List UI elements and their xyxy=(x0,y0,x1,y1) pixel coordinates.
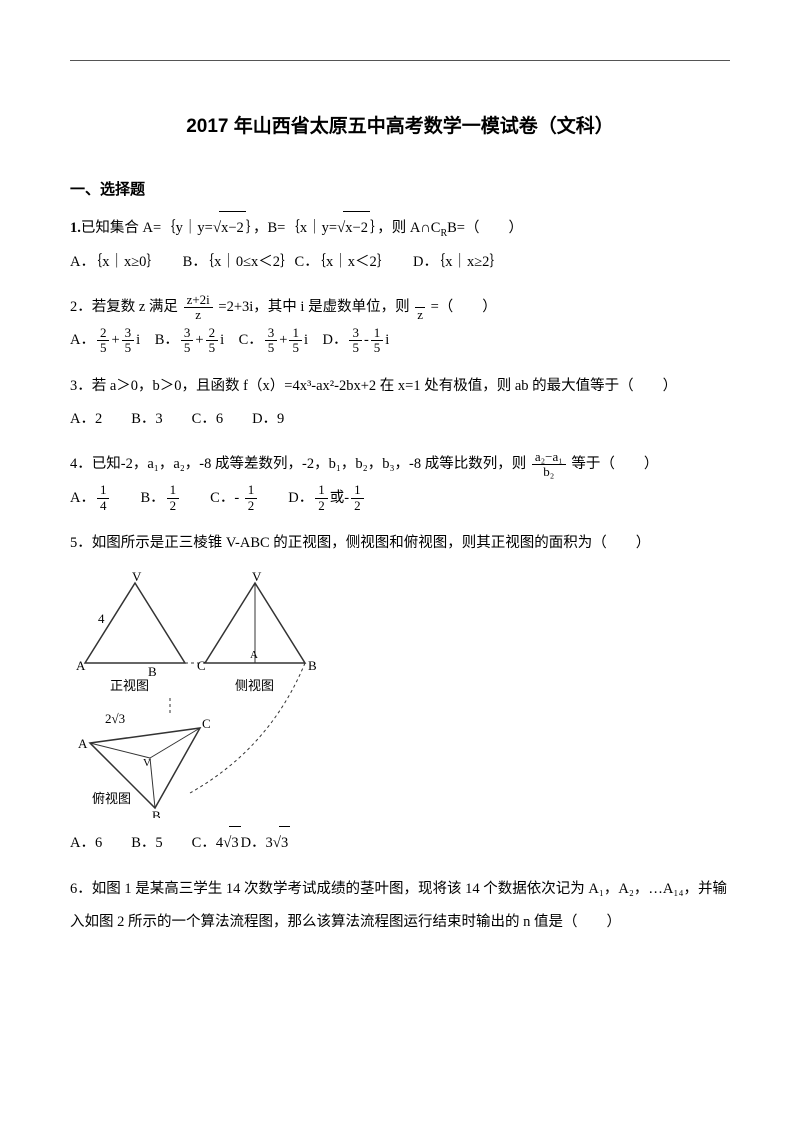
f: 2 xyxy=(167,499,180,513)
q1-text-c: ｝，则 A∩C xyxy=(370,220,441,236)
q1-num: 1. xyxy=(70,220,81,236)
exam-title: 2017 年山西省太原五中高考数学一模试卷（文科） xyxy=(70,111,730,138)
f: 1 xyxy=(351,483,364,498)
question-1: 1.已知集合 A=｛y｜y=√x−2｝，B=｛x｜y=√x−2｝，则 A∩CRB… xyxy=(70,211,730,279)
question-2: 2．若复数 z 满足 z+2iz =2+3i，其中 i 是虚数单位，则 z =（… xyxy=(70,291,730,358)
f: 3 xyxy=(349,326,362,341)
lbl-cc: C xyxy=(202,716,211,731)
q5-rd: 3 xyxy=(279,826,290,860)
q4-fb: b₂ xyxy=(532,465,566,479)
f: 5 xyxy=(97,341,110,355)
q5-num: 5． xyxy=(70,535,92,551)
exam-page: 2017 年山西省太原五中高考数学一模试卷（文科） 一、选择题 1.已知集合 A… xyxy=(0,0,800,991)
f: 5 xyxy=(289,341,302,355)
question-3: 3．若 a＞0，b＞0，且函数 f（x）=4x³-ax²-2bx+2 在 x=1… xyxy=(70,370,730,437)
q5-optB: D．3 xyxy=(241,835,273,851)
q4-num: 4． xyxy=(70,456,92,472)
q2-bar: z xyxy=(415,293,425,323)
three-view-diagram: V A B 4 正视图 V C B A 侧视图 xyxy=(70,568,350,818)
question-5: 5．如图所示是正三棱锥 V-ABC 的正视图，侧视图和俯视图，则其正视图的面积为… xyxy=(70,527,730,861)
q5-options: A．6 B．5 C．4√3D．3√3 xyxy=(70,826,730,861)
lbl-ac: A xyxy=(78,736,88,751)
lbl-top: 俯视图 xyxy=(92,791,131,806)
oe: 或- xyxy=(330,490,349,506)
q5-optA: A．6 B．5 C．4 xyxy=(70,835,223,851)
q1-text-b: ｝，B=｛x｜y= xyxy=(246,220,337,236)
f: 5 xyxy=(371,341,384,355)
q2-num: 2． xyxy=(70,299,92,315)
lbl-a2: A xyxy=(250,649,258,661)
oc: C．- xyxy=(181,490,243,506)
f: 2 xyxy=(315,499,328,513)
q4-text-b: 等于（ ） xyxy=(568,456,659,472)
oa: A． xyxy=(70,490,95,506)
f: 1 xyxy=(97,483,110,498)
q2-text-a: 若复数 z 满足 xyxy=(92,299,182,315)
q3-options: A．2 B．3 C．6 D．9 xyxy=(70,403,730,436)
lbl-2s3: 2√3 xyxy=(105,711,125,726)
q4-options: A．14 B．12 C．- 12 D．12或-12 xyxy=(70,482,730,515)
q3-num: 3． xyxy=(70,378,92,394)
q5-figure: V A B 4 正视图 V C B A 侧视图 xyxy=(70,568,730,818)
f: 3 xyxy=(265,326,278,341)
lbl-b2: B xyxy=(308,658,317,673)
f: 5 xyxy=(265,341,278,355)
f: 5 xyxy=(181,341,194,355)
q4-text-a: 已知-2，a₁，a₂，-8 成等差数列，-2，b₁，b₂，b₃，-8 成等比数列… xyxy=(92,456,530,472)
f: 1 xyxy=(371,326,384,341)
q5-rc: 3 xyxy=(229,826,240,860)
f: 5 xyxy=(349,341,362,355)
f: 4 xyxy=(97,499,110,513)
q1-options: A．｛x｜x≥0｝ B．｛x｜0≤x＜2｝C．｛x｜x＜2｝ D．｛x｜x≥2｝ xyxy=(70,246,730,279)
f: 3 xyxy=(181,326,194,341)
q4-frac: a₂−a₁b₂ xyxy=(532,450,566,480)
ob: B． xyxy=(111,490,164,506)
f: 2 xyxy=(206,326,219,341)
q2-bar-z: z xyxy=(415,308,425,322)
q6-text: 如图 1 是某高三学生 14 次数学考试成绩的茎叶图，现将该 14 个数据依次记… xyxy=(70,881,727,930)
q2-frac-top: z+2i xyxy=(184,293,213,308)
q2-options: A．25+35i B．35+25i C．35+15i D．35-15i xyxy=(70,324,730,357)
f: 1 xyxy=(167,483,180,498)
f: 1 xyxy=(315,483,328,498)
f: 1 xyxy=(245,483,258,498)
f: 5 xyxy=(122,341,135,355)
f: 2 xyxy=(245,499,258,513)
lbl-vc: V xyxy=(143,757,151,769)
lbl-c1: C xyxy=(197,658,206,673)
q3-text: 若 a＞0，b＞0，且函数 f（x）=4x³-ax²-2bx+2 在 x=1 处… xyxy=(92,378,677,394)
q2-frac-bot: z xyxy=(184,308,213,322)
lbl-front: 正视图 xyxy=(110,678,149,693)
lbl-a1: A xyxy=(76,658,86,673)
lbl-v1: V xyxy=(132,569,142,584)
q1-text-a: 已知集合 A=｛y｜y= xyxy=(81,220,213,236)
q2-frac: z+2iz xyxy=(184,293,213,323)
section-heading: 一、选择题 xyxy=(70,178,730,199)
lbl-four: 4 xyxy=(98,611,105,626)
q1-text-d: B=（ ） xyxy=(447,220,523,236)
q1-root-b: x−2 xyxy=(343,211,370,245)
f: 2 xyxy=(351,499,364,513)
f: 5 xyxy=(206,341,219,355)
q1-root-a: x−2 xyxy=(219,211,246,245)
q4-ft: a₂−a₁ xyxy=(532,450,566,465)
q2-text-b: =2+3i，其中 i 是虚数单位，则 xyxy=(215,299,413,315)
f: 3 xyxy=(122,326,135,341)
lbl-bc: B xyxy=(152,808,161,818)
f: 1 xyxy=(289,326,302,341)
top-rule xyxy=(70,60,730,61)
question-4: 4．已知-2，a₁，a₂，-8 成等差数列，-2，b₁，b₂，b₃，-8 成等比… xyxy=(70,448,730,515)
question-6: 6．如图 1 是某高三学生 14 次数学考试成绩的茎叶图，现将该 14 个数据依… xyxy=(70,873,730,940)
q5-text: 如图所示是正三棱锥 V-ABC 的正视图，侧视图和俯视图，则其正视图的面积为（ … xyxy=(92,535,651,551)
f: 2 xyxy=(97,326,110,341)
q6-num: 6． xyxy=(70,881,92,897)
lbl-side: 侧视图 xyxy=(235,678,274,693)
od: D． xyxy=(259,490,313,506)
lbl-b1: B xyxy=(148,664,157,679)
lbl-v2: V xyxy=(252,569,262,584)
q2-text-c: =（ ） xyxy=(427,299,497,315)
